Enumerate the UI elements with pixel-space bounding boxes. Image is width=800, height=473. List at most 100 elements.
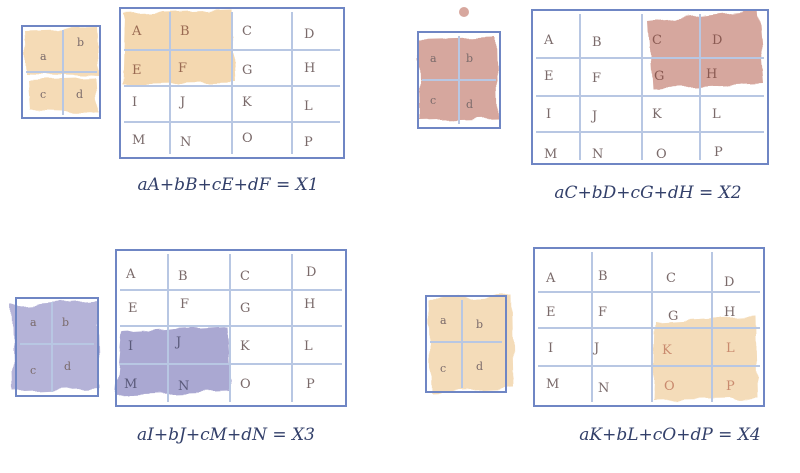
panel-2-formula: aC+bD+cG+dH = X2 [554,183,741,203]
cell-A: A [543,33,554,48]
cell-P: P [714,145,723,160]
kernel-cell-b: b [466,52,473,65]
panel-4-kernel-scribble [428,296,514,392]
cell-H: H [706,67,717,82]
panel-3-formula: aI+bJ+cM+dN = X3 [137,425,315,445]
kernel-cell-b: b [62,316,69,329]
panel-4-matrix-frame [533,247,765,407]
cell-J: J [178,95,185,110]
cell-E: E [128,301,138,316]
cell-I: I [128,339,133,354]
kernel-cell-d: d [476,360,483,373]
cell-H: H [304,61,315,76]
cell-L: L [304,339,313,354]
cell-K: K [662,343,672,358]
cell-E: E [132,63,142,78]
cell-F: F [592,71,601,86]
panel-1-matrix-frame [119,7,345,159]
panel-1-matrix-scribble [122,10,236,84]
kernel-cell-b: b [476,318,483,331]
cell-J: J [592,341,599,356]
stray-dot [459,7,469,17]
kernel-cell-b: b [77,36,84,49]
panel-2-matrix-scribble [648,10,764,88]
cell-G: G [668,309,678,324]
cell-F: F [180,297,189,312]
cell-E: E [544,69,554,84]
cell-D: D [712,33,722,48]
panel-3: a b c d A B C D E F G H I J K L M N O P … [12,249,347,445]
panel-1: a b c d A B C D E F G H I J K L M N O P … [21,7,345,195]
cell-C: C [666,271,676,286]
cell-D: D [304,27,314,42]
cell-M: M [132,133,145,148]
cell-O: O [656,147,667,162]
cell-K: K [242,95,252,110]
panel-4-matrix-scribble [654,316,758,400]
cell-L: L [304,99,313,114]
kernel-cell-a: a [30,316,37,329]
cell-D: D [306,265,316,280]
panel-1-formula: aA+bB+cE+dF = X1 [137,175,318,195]
cell-M: M [124,377,137,392]
kernel-cell-a: a [440,314,447,327]
cell-O: O [664,379,675,394]
cell-N: N [178,379,189,394]
panel-3-kernel-scribble [12,300,100,392]
cell-F: F [598,305,607,320]
panel-3-matrix-scribble [116,326,230,396]
cell-C: C [240,269,250,284]
cell-I: I [548,341,553,356]
cell-D: D [724,275,734,290]
cell-G: G [240,301,250,316]
kernel-cell-a: a [430,52,437,65]
panel-2-matrix-frame [531,9,769,165]
cell-P: P [726,379,735,394]
cell-A: A [125,267,136,282]
kernel-cell-d: d [64,360,71,373]
cell-E: E [546,305,556,320]
panel-4-kernel-frame [425,295,507,393]
panel-1-kernel-frame [21,25,101,119]
cell-A: A [131,24,142,39]
cell-I: I [546,107,551,122]
cell-J: J [590,109,597,124]
cell-O: O [240,377,251,392]
cell-N: N [592,147,603,162]
kernel-cell-d: d [466,98,473,111]
cell-H: H [724,305,735,320]
kernel-cell-a: a [40,50,47,63]
panel-4-formula: aK+bL+cO+dP = X4 [579,425,761,445]
cell-A: A [545,271,556,286]
cell-B: B [592,35,602,50]
cell-B: B [178,269,188,284]
cell-C: C [242,24,252,39]
kernel-cell-d: d [76,88,83,101]
kernel-cell-c: c [30,364,36,377]
cell-K: K [240,339,250,354]
cell-M: M [544,147,557,162]
panel-3-matrix-frame [115,249,347,407]
kernel-cell-c: c [440,362,446,375]
cell-K: K [652,107,662,122]
cell-H: H [304,297,315,312]
panel-3-kernel-frame [15,297,99,397]
cell-G: G [654,69,664,84]
cell-N: N [180,135,191,150]
cell-I: I [132,95,137,110]
cell-G: G [242,63,252,78]
cell-B: B [180,24,190,39]
cell-F: F [178,61,187,76]
panel-2: a b c d A B C D E F G H I J K L M N O P … [417,9,769,203]
panel-2-kernel-frame [417,31,501,129]
cell-B: B [598,269,608,284]
kernel-cell-c: c [40,88,46,101]
cell-P: P [304,135,313,150]
cell-M: M [546,377,559,392]
cell-O: O [242,131,253,146]
cell-N: N [598,381,609,396]
cell-L: L [712,107,721,122]
kernel-cell-c: c [430,94,436,107]
cell-P: P [306,377,315,392]
